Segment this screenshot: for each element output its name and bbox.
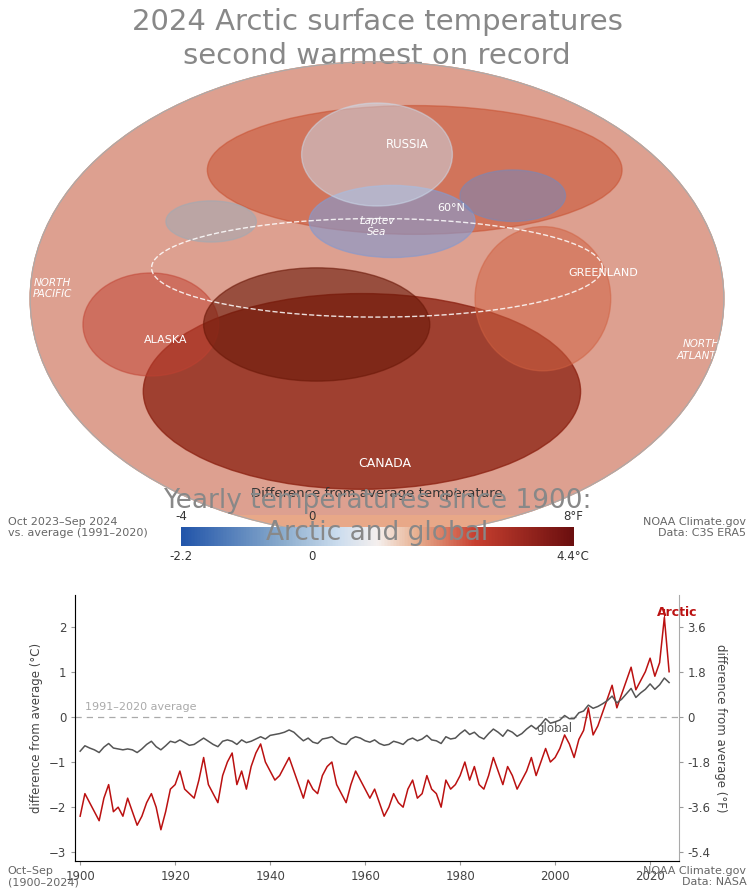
Text: 1991–2020 average: 1991–2020 average [85, 702, 196, 712]
Ellipse shape [143, 294, 581, 489]
Text: ALASKA: ALASKA [144, 335, 188, 345]
Ellipse shape [204, 268, 430, 381]
Text: Difference from average temperature: Difference from average temperature [251, 487, 503, 500]
Text: GREENLAND: GREENLAND [569, 268, 638, 278]
Ellipse shape [460, 170, 566, 221]
Text: 8°F: 8°F [563, 510, 583, 523]
Text: 60°N: 60°N [437, 203, 465, 213]
Text: 2024 Arctic surface temperatures
second warmest on record: 2024 Arctic surface temperatures second … [131, 8, 623, 70]
Y-axis label: difference from average (°F): difference from average (°F) [714, 644, 728, 813]
Text: Yearly temperatures since 1900:
Arctic and global: Yearly temperatures since 1900: Arctic a… [163, 488, 591, 546]
Text: 4.4°C: 4.4°C [556, 550, 590, 563]
Text: NOAA Climate.gov
Data: NASA: NOAA Climate.gov Data: NASA [643, 866, 746, 887]
Circle shape [302, 103, 452, 206]
Text: RUSSIA: RUSSIA [386, 138, 428, 151]
Text: 0: 0 [308, 550, 315, 563]
Text: 0: 0 [308, 510, 315, 523]
Ellipse shape [309, 186, 475, 258]
Text: NORTH
PACIFIC: NORTH PACIFIC [33, 278, 72, 299]
Text: Oct 2023–Sep 2024
vs. average (1991–2020): Oct 2023–Sep 2024 vs. average (1991–2020… [8, 517, 147, 538]
Text: Laptev
Sea: Laptev Sea [360, 216, 394, 237]
Circle shape [30, 62, 724, 535]
Circle shape [30, 62, 724, 535]
Text: CANADA: CANADA [358, 457, 411, 470]
Ellipse shape [83, 273, 219, 376]
Text: -2.2: -2.2 [170, 550, 192, 563]
Text: Oct–Sep
(1900–2024): Oct–Sep (1900–2024) [8, 866, 78, 887]
Text: NORTH
ATLANTIC: NORTH ATLANTIC [676, 339, 726, 361]
Text: NOAA Climate.gov
Data: C3S ERA5: NOAA Climate.gov Data: C3S ERA5 [643, 517, 746, 538]
Text: -4: -4 [175, 510, 187, 523]
Y-axis label: difference from average (°C): difference from average (°C) [30, 643, 44, 813]
Ellipse shape [166, 201, 256, 242]
Text: Arctic: Arctic [657, 607, 697, 619]
Ellipse shape [207, 106, 622, 234]
Ellipse shape [475, 226, 611, 371]
Text: global: global [536, 722, 572, 735]
